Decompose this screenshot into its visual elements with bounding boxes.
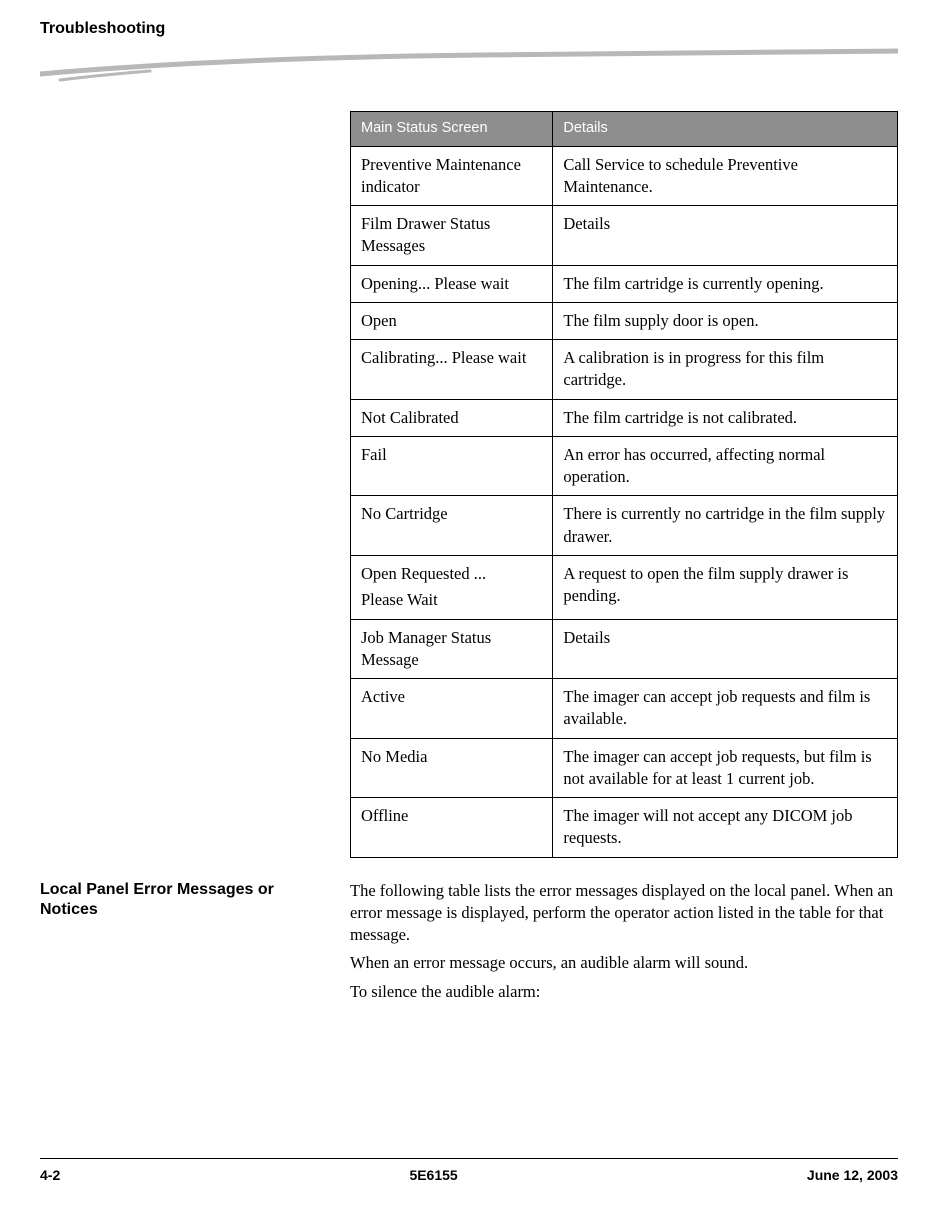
table-cell: Calibrating... Please wait <box>351 340 553 400</box>
footer-date: June 12, 2003 <box>807 1167 898 1183</box>
table-header-cell: Details <box>553 112 898 147</box>
table-row: Not CalibratedThe film cartridge is not … <box>351 399 898 436</box>
right-content-column: Main Status ScreenDetailsPreventive Main… <box>350 111 898 858</box>
table-row: Opening... Please waitThe film cartridge… <box>351 265 898 302</box>
table-row: FailAn error has occurred, affecting nor… <box>351 436 898 496</box>
table-cell: Active <box>351 679 553 739</box>
main-content: Main Status ScreenDetailsPreventive Main… <box>40 111 898 858</box>
swoosh-graphic <box>40 46 898 86</box>
left-margin-column <box>40 111 320 858</box>
table-header-row: Main Status ScreenDetails <box>351 112 898 147</box>
table-cell: Opening... Please wait <box>351 265 553 302</box>
table-cell: Offline <box>351 798 553 858</box>
table-cell: The imager can accept job requests and f… <box>553 679 898 739</box>
section-body-column: The following table lists the error mess… <box>350 880 898 1009</box>
table-cell: No Cartridge <box>351 496 553 556</box>
table-cell: Open <box>351 302 553 339</box>
table-cell: A request to open the film supply drawer… <box>553 556 898 620</box>
footer-page-number: 4-2 <box>40 1167 60 1183</box>
table-row: OpenThe film supply door is open. <box>351 302 898 339</box>
footer-doc-id: 5E6155 <box>409 1167 457 1183</box>
table-cell: Open Requested ...Please Wait <box>351 556 553 620</box>
page-footer: 4-2 5E6155 June 12, 2003 <box>40 1158 898 1183</box>
table-row: OfflineThe imager will not accept any DI… <box>351 798 898 858</box>
table-cell: No Media <box>351 738 553 798</box>
table-cell: There is currently no cartridge in the f… <box>553 496 898 556</box>
table-cell: Details <box>553 619 898 679</box>
body-paragraph: To silence the audible alarm: <box>350 981 898 1003</box>
table-cell: The imager will not accept any DICOM job… <box>553 798 898 858</box>
table-row: Job Manager Status MessageDetails <box>351 619 898 679</box>
table-row: No CartridgeThere is currently no cartri… <box>351 496 898 556</box>
table-cell: A calibration is in progress for this fi… <box>553 340 898 400</box>
table-row: Preventive Maintenance indicatorCall Ser… <box>351 146 898 206</box>
body-paragraph: When an error message occurs, an audible… <box>350 952 898 974</box>
table-row: No MediaThe imager can accept job reques… <box>351 738 898 798</box>
section-heading-column: Local Panel Error Messages or Notices <box>40 880 320 1009</box>
table-row: Film Drawer Status MessagesDetails <box>351 206 898 266</box>
table-cell: The film cartridge is not calibrated. <box>553 399 898 436</box>
table-row: Open Requested ...Please WaitA request t… <box>351 556 898 620</box>
table-cell: Fail <box>351 436 553 496</box>
table-cell: Preventive Maintenance indicator <box>351 146 553 206</box>
table-cell: The film supply door is open. <box>553 302 898 339</box>
table-header-cell: Main Status Screen <box>351 112 553 147</box>
table-cell: Job Manager Status Message <box>351 619 553 679</box>
status-table: Main Status ScreenDetailsPreventive Main… <box>350 111 898 858</box>
table-cell: The imager can accept job requests, but … <box>553 738 898 798</box>
table-cell: An error has occurred, affecting normal … <box>553 436 898 496</box>
body-paragraph: The following table lists the error mess… <box>350 880 898 947</box>
table-cell: Not Calibrated <box>351 399 553 436</box>
table-cell: Details <box>553 206 898 266</box>
table-cell: The film cartridge is currently opening. <box>553 265 898 302</box>
table-row: ActiveThe imager can accept job requests… <box>351 679 898 739</box>
section-block: Local Panel Error Messages or Notices Th… <box>40 880 898 1009</box>
table-row: Calibrating... Please waitA calibration … <box>351 340 898 400</box>
table-cell: Call Service to schedule Preventive Main… <box>553 146 898 206</box>
table-cell: Film Drawer Status Messages <box>351 206 553 266</box>
page-title: Troubleshooting <box>40 20 898 38</box>
section-heading: Local Panel Error Messages or Notices <box>40 880 320 922</box>
